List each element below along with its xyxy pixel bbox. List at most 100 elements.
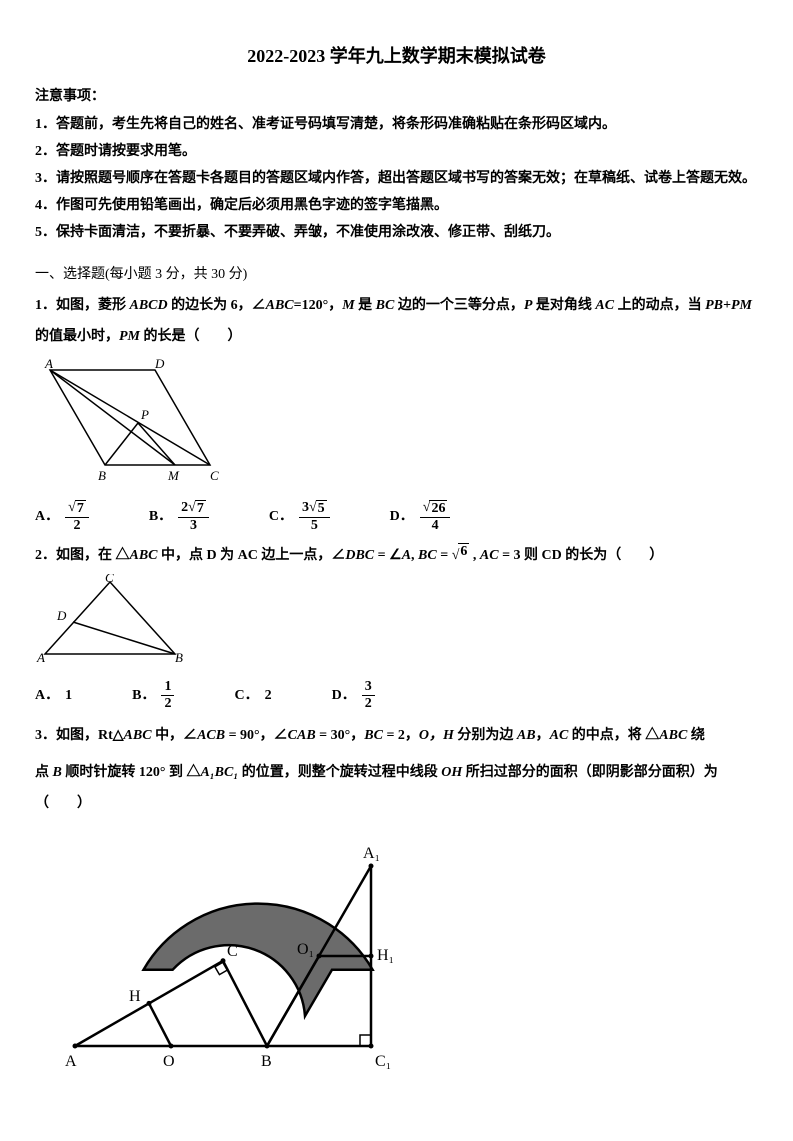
q1-text: 边的一个三等分点， bbox=[394, 298, 524, 313]
q1-bc: BC bbox=[376, 298, 395, 313]
instruction-line: 4．作图可先使用铅笔画出，确定后必须用黑色字迹的签字笔描黑。 bbox=[35, 193, 758, 218]
question-3-line2: 点 B 顺时针旋转 120° 到 △A₁BC₁ 的位置，则整个旋转过程中线段 O… bbox=[35, 758, 758, 820]
q3-ab: AB bbox=[517, 728, 536, 743]
q1-pbpm: PB+PM bbox=[705, 298, 752, 313]
q2-abc: ABC bbox=[130, 548, 158, 563]
q1-option-A: A．72 bbox=[35, 500, 89, 533]
q1-label-M: M bbox=[167, 468, 180, 483]
q3-bc: BC bbox=[364, 728, 383, 743]
q2-D-num: 3 bbox=[362, 679, 375, 695]
q2-label-D: D bbox=[56, 608, 67, 623]
q3-label-H: H bbox=[129, 988, 141, 1005]
q1-figure: A D P B M C bbox=[35, 355, 758, 494]
q2-options: A．1 B．12 C．2 D．32 bbox=[35, 679, 758, 711]
q2-option-D: D．32 bbox=[332, 679, 375, 711]
q2-B-num: 1 bbox=[161, 679, 174, 695]
q1-B-coef: 2 bbox=[181, 500, 188, 515]
instruction-line: 1．答题前，考生先将自己的姓名、准考证号码填写清楚，将条形码准确粘贴在条形码区域… bbox=[35, 112, 758, 137]
q2-option-C: C．2 bbox=[234, 683, 271, 708]
q1-A-num: 7 bbox=[75, 500, 86, 516]
page-title: 2022-2023 学年九上数学期末模拟试卷 bbox=[35, 40, 758, 72]
q2-text: , bbox=[411, 548, 418, 563]
q3-label-C: C bbox=[227, 943, 238, 960]
q1-C-coef: 3 bbox=[302, 500, 309, 515]
q3-abc: ABC bbox=[124, 728, 152, 743]
question-3: 3．如图，Rt△ABC 中，∠ACB = 90°，∠CAB = 30°，BC =… bbox=[35, 721, 758, 752]
q3-label-A: A bbox=[65, 1053, 77, 1070]
q3-text: 的中点，将 △ bbox=[568, 728, 659, 743]
question-1-line2: 的值最小时，PM 的长是（ ） bbox=[35, 324, 758, 349]
instruction-line: 3．请按照题号顺序在答题卡各题目的答题区域内作答，超出答题区域书写的答案无效；在… bbox=[35, 166, 758, 191]
section-1-header: 一、选择题(每小题 3 分，共 30 分) bbox=[35, 262, 758, 287]
q1-text: 的值最小时， bbox=[35, 329, 119, 344]
q3-abc2: ABC bbox=[659, 728, 687, 743]
instruction-line: 5．保持卡面清洁，不要折暴、不要弄破、弄皱，不准使用涂改液、修正带、刮纸刀。 bbox=[35, 220, 758, 245]
q2-D-den: 2 bbox=[362, 696, 375, 711]
q3-label-B: B bbox=[261, 1053, 272, 1070]
instruction-line: 2．答题时请按要求用笔。 bbox=[35, 139, 758, 164]
q3-label-A1: A₁ bbox=[363, 845, 380, 862]
q3-ac: AC bbox=[550, 728, 569, 743]
q1-B-num: 7 bbox=[195, 500, 206, 516]
q3-oh: O，H bbox=[419, 728, 454, 743]
q3-text: 中，∠ bbox=[152, 728, 198, 743]
q1-option-C: C．355 bbox=[269, 500, 330, 533]
q2-C: 2 bbox=[265, 683, 272, 708]
q3-figure: A₁ C O₁ H₁ H A O B C₁ bbox=[35, 826, 758, 1095]
q3-text: 绕 bbox=[687, 728, 705, 743]
q3-text: = 2， bbox=[383, 728, 419, 743]
q1-text: 的长是（ ） bbox=[140, 329, 242, 344]
q3-text: 分别为边 bbox=[454, 728, 517, 743]
q1-label-B: B bbox=[98, 468, 106, 483]
q3-label-H1: H₁ bbox=[377, 947, 394, 964]
q3-oh2: OH bbox=[441, 765, 462, 780]
q3-label-C1: C₁ bbox=[375, 1053, 391, 1070]
q1-D-num: 26 bbox=[429, 500, 447, 516]
instructions-block: 注意事项： 1．答题前，考生先将自己的姓名、准考证号码填写清楚，将条形码准确粘贴… bbox=[35, 84, 758, 245]
q1-option-B: B．273 bbox=[149, 500, 209, 533]
q2-text: 中，点 D 为 AC 边上一点，∠ bbox=[158, 548, 346, 563]
q1-abcd: ABCD bbox=[130, 298, 168, 313]
q1-B-den: 3 bbox=[187, 518, 200, 533]
q1-option-D: D．264 bbox=[390, 500, 451, 533]
q2-option-B: B．12 bbox=[132, 679, 174, 711]
q2-option-A: A．1 bbox=[35, 683, 72, 708]
q2-text: , bbox=[469, 548, 480, 563]
q1-text: 的边长为 6，∠ bbox=[168, 298, 266, 313]
q3-text: 顺时针旋转 120° 到 △ bbox=[62, 765, 201, 780]
q2-dbc: DBC bbox=[345, 548, 374, 563]
q1-m: M bbox=[342, 298, 354, 313]
q1-label-P: P bbox=[140, 407, 149, 422]
q3-label-O1: O₁ bbox=[297, 941, 314, 958]
q2-label-C: C bbox=[105, 574, 114, 585]
q3-a1bc1: A₁BC₁ bbox=[200, 765, 238, 780]
q3-text: 3．如图，Rt△ bbox=[35, 728, 124, 743]
q3-text: 点 bbox=[35, 765, 53, 780]
q1-pm: PM bbox=[119, 329, 140, 344]
q1-ac: AC bbox=[595, 298, 614, 313]
q1-options: A．72 B．273 C．355 D．264 bbox=[35, 500, 758, 533]
q2-figure: C D A B bbox=[35, 574, 758, 673]
q2-A: 1 bbox=[65, 683, 72, 708]
q1-text: =120°， bbox=[294, 298, 343, 313]
question-2: 2．如图，在 △ABC 中，点 D 为 AC 边上一点，∠DBC = ∠A, B… bbox=[35, 543, 758, 568]
q1-label-A: A bbox=[44, 356, 53, 371]
q1-A-den: 2 bbox=[70, 518, 83, 533]
q1-D-den: 4 bbox=[429, 518, 442, 533]
q1-text: 1．如图，菱形 bbox=[35, 298, 130, 313]
q2-text: = ∠ bbox=[374, 548, 402, 563]
q2-label-A: A bbox=[36, 650, 45, 664]
q2-text: 2．如图，在 △ bbox=[35, 548, 130, 563]
q2-bc: BC bbox=[418, 548, 437, 563]
q1-text: 是 bbox=[355, 298, 376, 313]
q2-text: = 3 则 CD 的长为（ ） bbox=[499, 548, 664, 563]
question-1: 1．如图，菱形 ABCD 的边长为 6，∠ABC=120°，M 是 BC 边的一… bbox=[35, 293, 758, 318]
q3-cab: CAB bbox=[288, 728, 316, 743]
q1-C-num: 5 bbox=[316, 500, 327, 516]
q1-abc: ABC bbox=[266, 298, 294, 313]
instructions-header: 注意事项： bbox=[35, 84, 758, 109]
q3-acb: ACB bbox=[197, 728, 225, 743]
q1-C-den: 5 bbox=[308, 518, 321, 533]
q1-label-D: D bbox=[154, 356, 165, 371]
q2-ac: AC bbox=[480, 548, 499, 563]
